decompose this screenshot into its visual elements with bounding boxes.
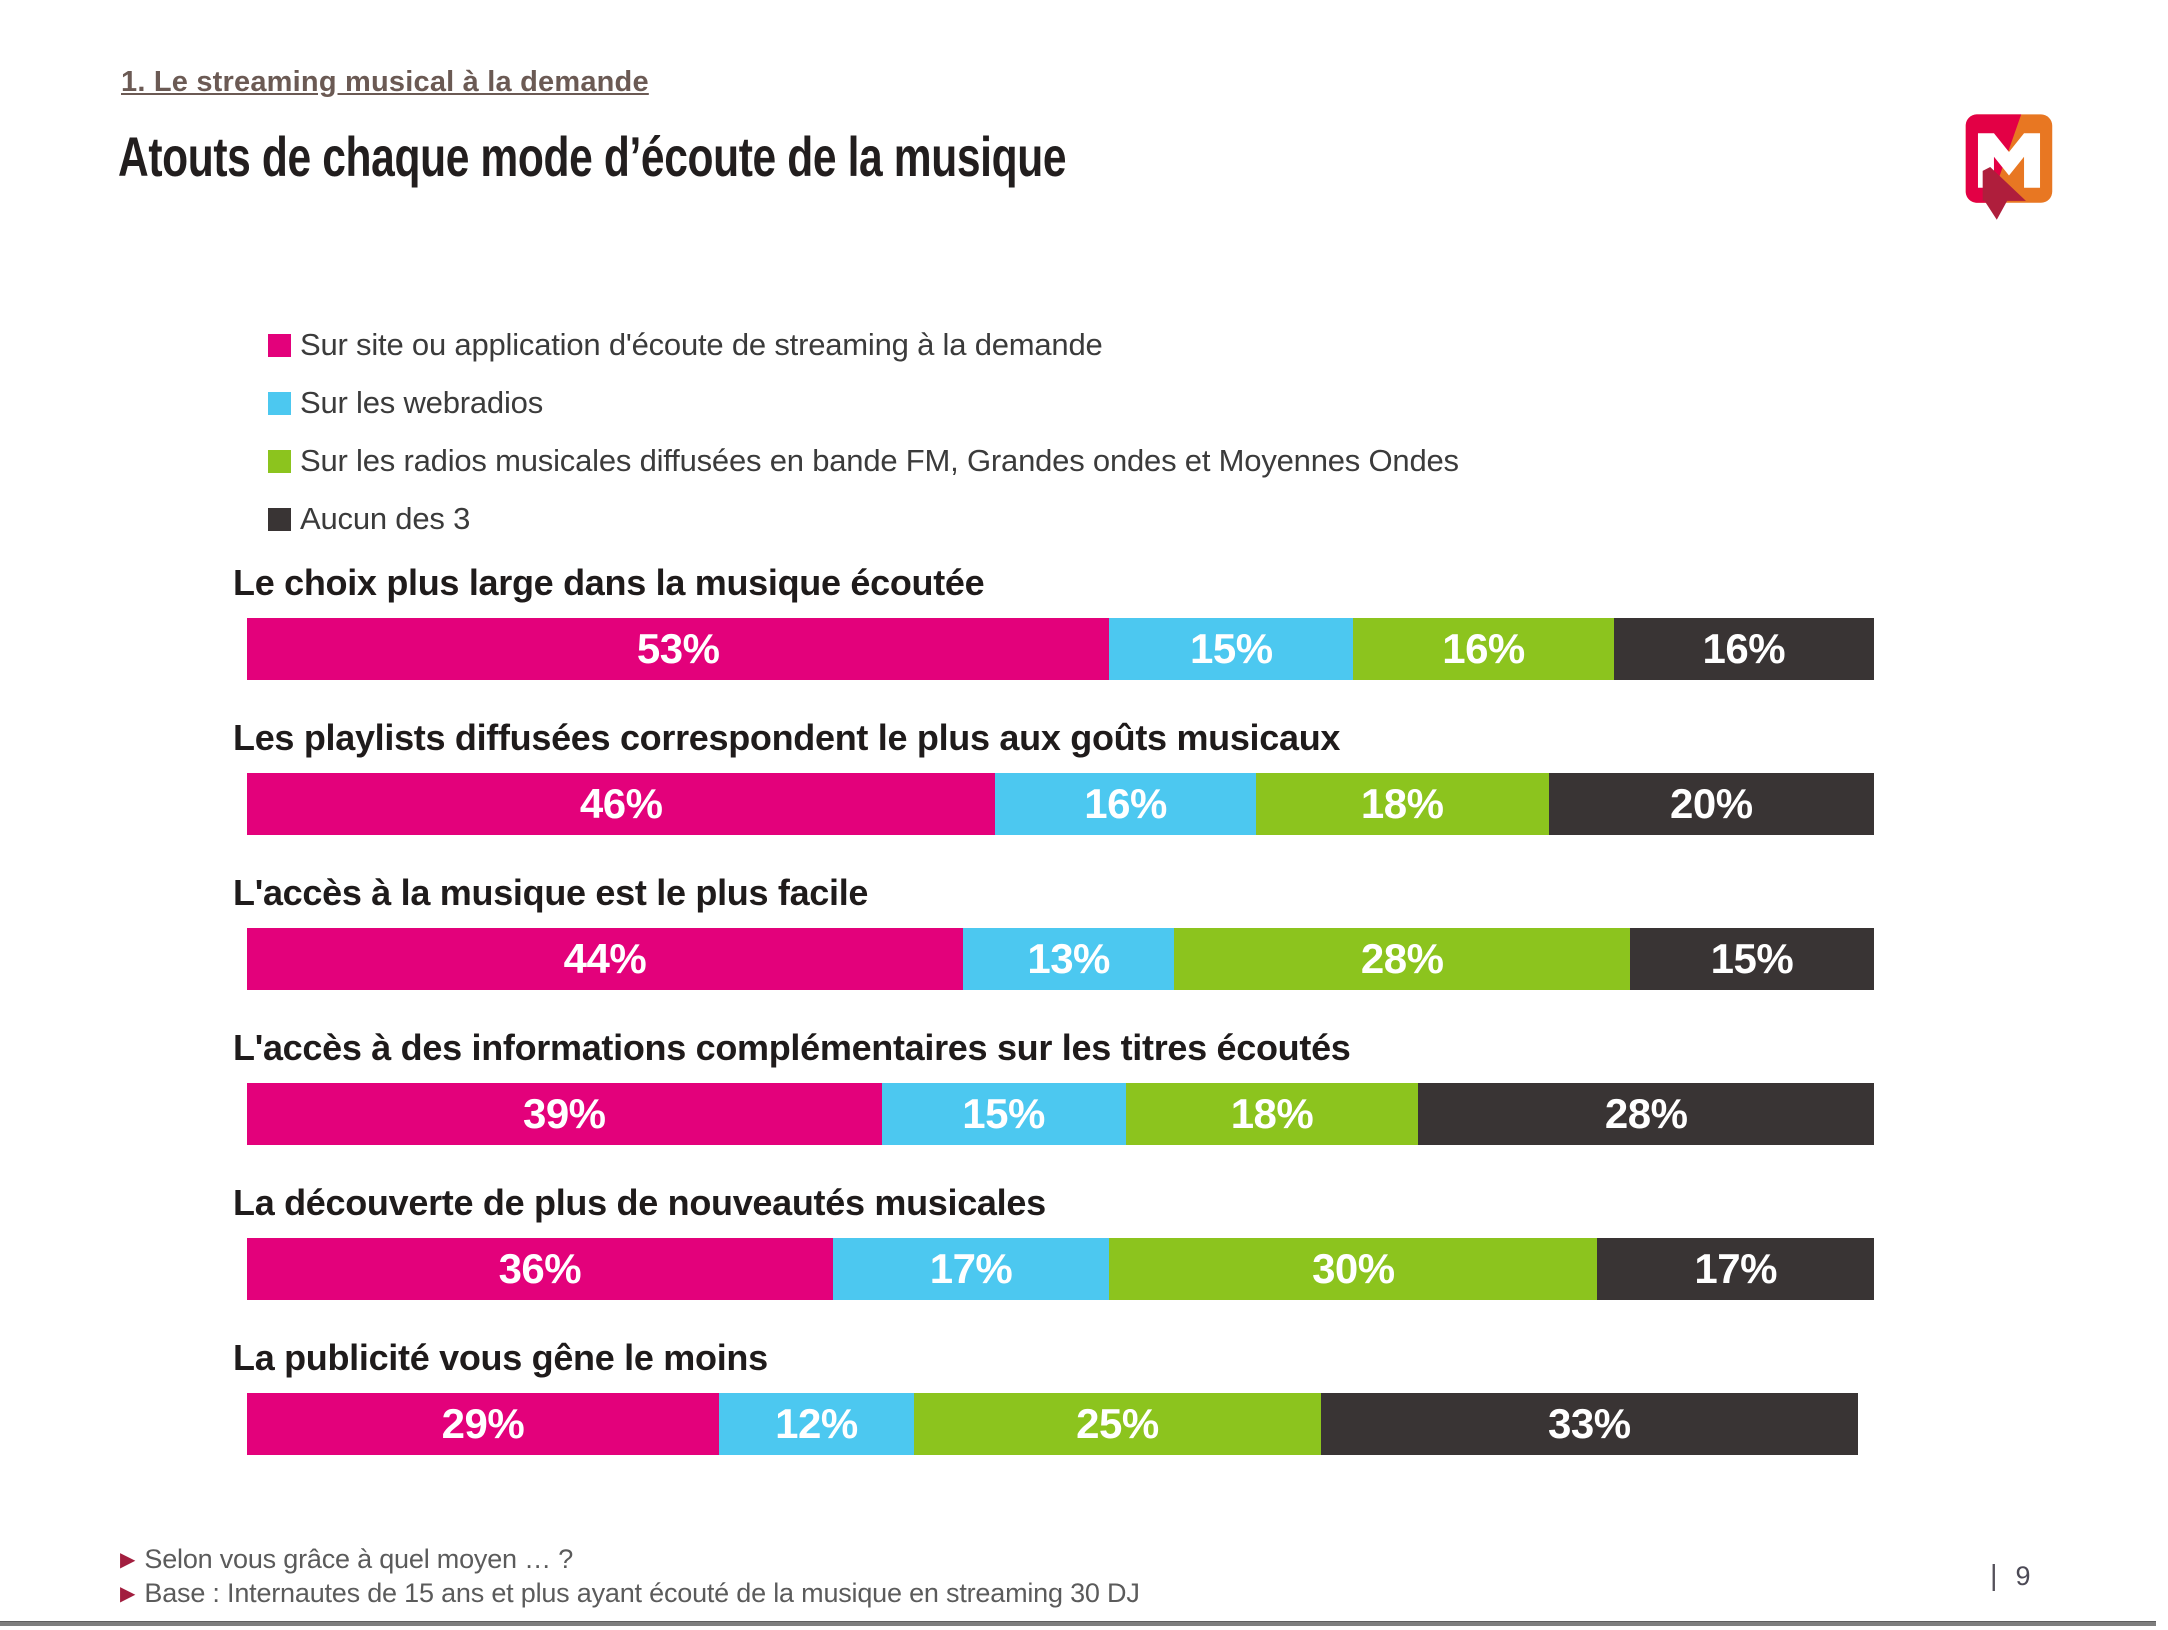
footer-notes: ▶ Selon vous grâce à quel moyen … ? ▶ Base … <box>120 1544 1140 1612</box>
bar-segment-series-2: 17% <box>832 1238 1110 1300</box>
legend-item: Sur les radios musicales diffusées en ba… <box>268 432 1459 490</box>
section-link[interactable]: 1. Le streaming musical à la demande <box>121 66 649 98</box>
page-number-value: 9 <box>2015 1561 2031 1591</box>
legend-label: Aucun des 3 <box>300 501 471 536</box>
bar-segment-series-2: 16% <box>995 773 1256 835</box>
legend-item: Sur site ou application d'écoute de stre… <box>268 316 1459 374</box>
bar-segment-series-1: 36% <box>247 1238 833 1300</box>
bottom-divider <box>0 1621 2156 1626</box>
stacked-bar: 29% 12% 25% 33% <box>247 1393 1874 1455</box>
page-title: Atouts de chaque mode d’écoute de la mus… <box>118 125 1067 188</box>
stacked-bar-chart: Le choix plus large dans la musique écou… <box>233 562 1874 1492</box>
stacked-bar: 36% 17% 30% 17% <box>247 1238 1874 1300</box>
bar-group: Le choix plus large dans la musique écou… <box>233 562 1874 680</box>
bar-segment-series-3: 28% <box>1174 928 1630 990</box>
bar-segment-series-1: 29% <box>247 1393 719 1455</box>
footer-text: Base : Internautes de 15 ans et plus aya… <box>144 1578 1140 1608</box>
bar-segment-series-3: 30% <box>1109 1238 1598 1300</box>
mediametrie-logo <box>1965 114 2053 220</box>
bar-segment-series-3: 16% <box>1353 618 1614 680</box>
footer-line: ▶ Base : Internautes de 15 ans et plus ay… <box>120 1578 1140 1612</box>
legend-swatch-icon <box>268 333 291 357</box>
bar-segment-series-1: 46% <box>247 773 996 835</box>
bar-segment-series-2: 13% <box>962 928 1175 990</box>
bar-segment-series-4: 16% <box>1613 618 1874 680</box>
stacked-bar: 44% 13% 28% 15% <box>247 928 1874 990</box>
bar-group: L'accès à des informations complémentair… <box>233 1027 1874 1145</box>
bar-segment-series-4: 33% <box>1320 1393 1858 1455</box>
page-number-separator-icon: | <box>1990 1560 1998 1592</box>
legend-label: Sur les webradios <box>300 385 543 420</box>
bar-segment-series-2: 12% <box>718 1393 915 1455</box>
stacked-bar: 39% 15% 18% 28% <box>247 1083 1874 1145</box>
legend-label: Sur les radios musicales diffusées en ba… <box>300 443 1459 478</box>
bar-segment-series-4: 28% <box>1418 1083 1874 1145</box>
bar-group-label: La découverte de plus de nouveautés musi… <box>233 1182 1046 1223</box>
footer-line: ▶ Selon vous grâce à quel moyen … ? <box>120 1544 1140 1578</box>
bar-group: La découverte de plus de nouveautés musi… <box>233 1182 1874 1300</box>
bar-group-label: L'accès à la musique est le plus facile <box>233 872 869 913</box>
stacked-bar: 53% 15% 16% 16% <box>247 618 1874 680</box>
stacked-bar: 46% 16% 18% 20% <box>247 773 1874 835</box>
page-number: | 9 <box>1990 1560 2031 1593</box>
bar-group-label: La publicité vous gêne le moins <box>233 1337 768 1378</box>
bar-segment-series-4: 17% <box>1597 1238 1874 1300</box>
bar-segment-series-4: 15% <box>1629 928 1874 990</box>
legend-item: Sur les webradios <box>268 374 1459 432</box>
footer-text: Selon vous grâce à quel moyen … ? <box>144 1544 574 1574</box>
legend-item: Aucun des 3 <box>268 490 1459 548</box>
bar-segment-series-1: 39% <box>247 1083 882 1145</box>
bar-group: La publicité vous gêne le moins 29% 12% 25%… <box>233 1337 1874 1455</box>
bar-segment-series-3: 18% <box>1125 1083 1419 1145</box>
bar-group-label: Les playlists diffusées correspondent le… <box>233 717 1341 758</box>
bar-group-label: Le choix plus large dans la musique écou… <box>233 562 985 603</box>
bar-segment-series-4: 20% <box>1548 773 1874 835</box>
bar-segment-series-2: 15% <box>881 1083 1126 1145</box>
legend-swatch-icon <box>268 507 291 531</box>
bar-segment-series-3: 18% <box>1255 773 1549 835</box>
bar-group: Les playlists diffusées correspondent le… <box>233 717 1874 835</box>
bar-segment-series-2: 15% <box>1109 618 1354 680</box>
legend-swatch-icon <box>268 449 291 473</box>
bar-group: L'accès à la musique est le plus facile 4… <box>233 872 1874 990</box>
legend: Sur site ou application d'écoute de stre… <box>268 316 1459 548</box>
bar-group-label: L'accès à des informations complémentair… <box>233 1027 1351 1068</box>
footer-bullet-icon: ▶ <box>120 1549 136 1571</box>
bar-segment-series-3: 25% <box>914 1393 1321 1455</box>
legend-label: Sur site ou application d'écoute de stre… <box>300 327 1103 362</box>
footer-bullet-icon: ▶ <box>120 1583 136 1605</box>
bar-segment-series-1: 53% <box>247 618 1110 680</box>
bar-segment-series-1: 44% <box>247 928 963 990</box>
legend-swatch-icon <box>268 391 291 415</box>
